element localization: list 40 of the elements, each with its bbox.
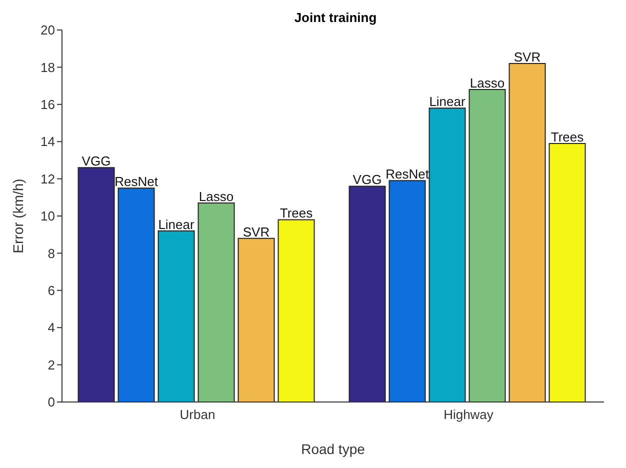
text: Lasso: [470, 76, 505, 91]
bar: [428, 108, 466, 402]
y-tick-label: 12: [40, 171, 55, 186]
bar: [468, 89, 506, 402]
y-tick-label: 20: [40, 22, 55, 38]
bar: [78, 167, 115, 402]
y-tick-label: 6: [48, 283, 55, 298]
series-label: Linear: [158, 216, 195, 232]
bar: [118, 188, 155, 402]
text: Linear: [429, 94, 466, 110]
text: Trees: [550, 129, 584, 144]
text: ResNet: [386, 166, 429, 182]
y-axis-title: Error (km/h): [10, 178, 26, 254]
y-tick-label: 0: [48, 394, 55, 410]
bar: [388, 180, 426, 402]
bar: [198, 202, 235, 402]
y-tick-label: 14: [40, 134, 55, 150]
bar: [278, 219, 315, 402]
bar: [548, 142, 586, 402]
y-tick-label: 18: [40, 60, 55, 75]
bar: [348, 186, 386, 402]
bar: [508, 62, 546, 402]
x-tick-label: Highway: [444, 407, 494, 422]
text: SVR: [514, 49, 541, 64]
x-tick-label: Urban: [180, 407, 216, 422]
y-tick-label: 8: [48, 246, 55, 261]
series-label: VGG: [82, 154, 111, 169]
chart-title: Joint training: [293, 10, 378, 25]
y-tick-label: 10: [40, 208, 55, 224]
bar: [158, 230, 195, 402]
text: VGG: [352, 172, 382, 188]
y-tick-label: 16: [40, 97, 55, 112]
bar: [238, 238, 275, 402]
x-axis-title: Road type: [301, 441, 366, 457]
y-tick-label: 4: [48, 320, 55, 336]
series-label: SVR: [242, 224, 270, 240]
series-label: Lasso: [198, 188, 234, 204]
y-tick-label: 2: [48, 357, 55, 372]
series-label: Trees: [280, 206, 314, 221]
series-label: ResNet: [114, 174, 158, 190]
